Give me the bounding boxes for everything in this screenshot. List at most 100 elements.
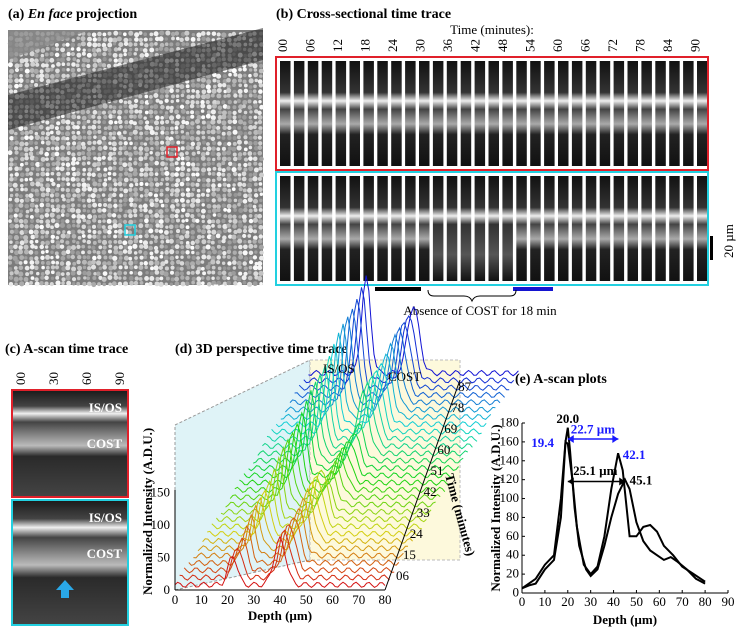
cone — [55, 271, 61, 277]
cone — [51, 207, 56, 213]
cone — [259, 198, 263, 203]
cone — [212, 204, 217, 209]
cone — [179, 152, 185, 157]
cone — [102, 219, 106, 223]
cone — [154, 270, 160, 275]
cone — [71, 266, 77, 272]
cone — [180, 161, 185, 166]
cone — [50, 250, 54, 254]
cone — [102, 265, 107, 270]
cone — [86, 161, 91, 165]
cone — [77, 255, 82, 260]
cone — [155, 182, 160, 187]
cone — [134, 234, 139, 240]
cone — [210, 235, 216, 241]
trace-frame — [11, 389, 129, 498]
cone — [102, 282, 107, 287]
cone — [39, 147, 44, 152]
cone — [24, 203, 29, 209]
cone — [155, 115, 160, 121]
cone — [185, 172, 191, 177]
cone — [127, 51, 133, 57]
cone — [132, 208, 138, 214]
cone — [165, 187, 170, 192]
cone — [128, 275, 134, 281]
cone — [242, 121, 247, 126]
strip — [613, 61, 625, 166]
cone — [221, 172, 226, 177]
cone — [49, 178, 54, 183]
cone — [106, 63, 112, 69]
cone — [128, 47, 133, 52]
cone — [76, 193, 81, 199]
cone — [222, 255, 226, 259]
cone — [13, 266, 18, 270]
cone — [101, 249, 107, 255]
cone — [92, 249, 97, 254]
cone — [150, 266, 154, 271]
cone — [242, 79, 247, 84]
cone — [60, 119, 66, 125]
cone — [40, 240, 45, 246]
cone — [232, 105, 237, 110]
cone — [196, 130, 201, 135]
cone — [40, 140, 45, 145]
cone — [243, 207, 248, 213]
cone — [189, 103, 195, 109]
cone — [24, 187, 28, 192]
cone — [217, 197, 222, 202]
cone — [106, 218, 112, 224]
cone — [102, 37, 108, 42]
cone — [207, 229, 211, 234]
cone — [101, 225, 106, 229]
cone — [19, 209, 24, 214]
cone — [92, 214, 98, 220]
cone — [179, 235, 185, 241]
cone — [258, 187, 263, 192]
cone — [169, 88, 174, 93]
cone — [153, 193, 158, 198]
cone — [65, 275, 71, 281]
cone — [45, 157, 49, 161]
x-tick-label: 60 — [653, 594, 666, 609]
cone — [60, 255, 66, 261]
cone — [258, 244, 264, 250]
scale-label: 50 µm — [213, 281, 248, 296]
cone — [206, 31, 211, 36]
cone — [30, 197, 35, 203]
cone — [87, 135, 92, 140]
cone — [29, 51, 35, 57]
cone — [24, 84, 29, 89]
cone — [259, 255, 264, 261]
cone — [108, 166, 113, 171]
cone — [81, 155, 87, 161]
cone — [70, 254, 76, 260]
cone — [170, 188, 175, 194]
cone — [118, 161, 123, 166]
time-tick: 90 — [112, 372, 127, 385]
cone — [227, 156, 232, 161]
cone — [205, 193, 210, 198]
cone — [77, 265, 82, 271]
cone — [186, 271, 191, 275]
cone — [87, 260, 93, 266]
cone — [24, 135, 29, 141]
cone — [128, 187, 133, 192]
cone — [190, 126, 194, 130]
cone — [122, 240, 128, 246]
cone — [107, 31, 112, 36]
cone — [34, 277, 39, 282]
cone — [176, 202, 180, 207]
cone — [92, 181, 98, 187]
cone — [113, 203, 118, 209]
cone — [112, 265, 117, 270]
layer-label: IS/OS — [89, 510, 122, 525]
cone — [159, 254, 164, 259]
cone — [168, 151, 174, 157]
cone — [205, 244, 211, 250]
z-tick: 15 — [403, 547, 416, 562]
cone — [197, 213, 201, 217]
strip — [293, 61, 305, 166]
cone — [249, 110, 253, 114]
cone — [23, 260, 28, 265]
